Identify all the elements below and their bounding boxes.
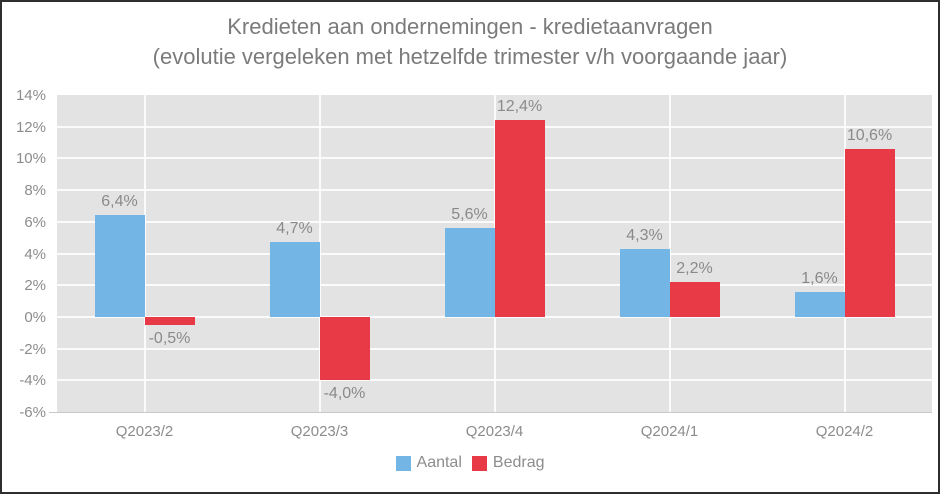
value-label: -0,5% (148, 329, 191, 347)
bar-bedrag-q2024-2 (844, 148, 895, 317)
gridline-vertical (668, 95, 671, 412)
y-axis-tick-label: 4% (24, 245, 46, 263)
value-label: -4,0% (323, 385, 366, 403)
value-label: 12,4% (496, 98, 543, 116)
legend-item-bedrag: Bedrag (471, 454, 545, 472)
plot-area: 6,4% 4,7% 5,6% 4,3% 1,6% -0,5% -4,0% 12,4% 2,2% 1… (57, 95, 932, 412)
y-axis-tick-label: -2% (19, 340, 46, 358)
value-label: 4,7% (276, 220, 313, 238)
chart-title-line1: Kredieten aan ondernemingen - kredietaan… (227, 14, 713, 39)
value-label: 1,6% (801, 269, 838, 287)
x-axis-line (49, 412, 932, 413)
y-axis-tick-label: 10% (15, 150, 46, 168)
legend-swatch-bedrag (471, 455, 487, 471)
y-axis-tick-label: 14% (15, 87, 46, 104)
gridline-vertical (143, 95, 146, 412)
value-label: 6,4% (101, 193, 138, 211)
y-axis-tick-label: 8% (24, 182, 46, 200)
legend-label: Bedrag (492, 454, 545, 471)
x-axis-tick-label: Q2023/3 (290, 423, 349, 440)
x-axis-tick-label: Q2023/2 (115, 423, 174, 440)
gridline-vertical (318, 95, 321, 412)
bar-aantal-q2023-3 (269, 242, 320, 317)
legend-label: Aantal (416, 454, 462, 471)
bar-aantal-q2024-1 (619, 248, 670, 317)
value-label: 5,6% (451, 206, 488, 224)
bar-bedrag-q2024-1 (669, 282, 720, 317)
value-label: 10,6% (846, 126, 893, 144)
bar-bedrag-q2023-3 (319, 316, 370, 381)
legend-swatch-aantal (395, 455, 411, 471)
bar-bedrag-q2023-2 (144, 316, 195, 325)
x-axis-tick-label: Q2024/1 (640, 423, 699, 440)
bar-aantal-q2023-4 (444, 228, 495, 317)
y-axis-tick-label: 12% (15, 118, 46, 136)
value-label: 4,3% (626, 226, 663, 244)
y-axis-tick-label: -6% (19, 404, 46, 421)
bar-aantal-q2023-2 (94, 215, 145, 317)
bar-aantal-q2024-2 (794, 291, 845, 317)
chart-title: Kredieten aan ondernemingen - kredietaan… (2, 12, 938, 72)
chart-title-line2: (evolutie vergeleken met hetzelfde trime… (152, 44, 788, 69)
value-label: 2,2% (676, 260, 713, 278)
x-axis-tick-label: Q2023/4 (465, 423, 524, 440)
y-axis-tick-label: 6% (24, 213, 46, 231)
y-axis-tick-label: 0% (24, 308, 46, 326)
legend: Aantal Bedrag (2, 454, 938, 472)
legend-item-aantal: Aantal (395, 454, 462, 472)
y-axis-tick-label: 2% (24, 277, 46, 295)
x-axis-tick-label: Q2024/2 (815, 423, 874, 440)
bar-bedrag-q2023-4 (494, 120, 545, 317)
y-axis-tick-label: -4% (19, 372, 46, 390)
